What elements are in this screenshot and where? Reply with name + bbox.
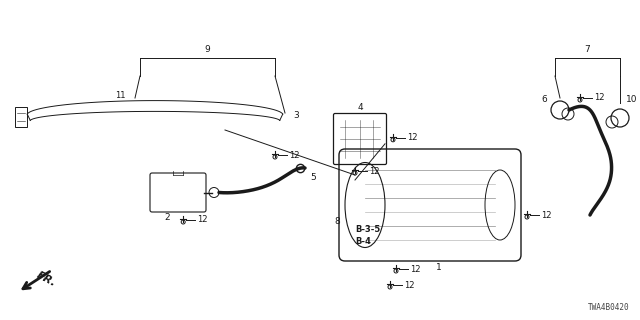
Text: TWA4B0420: TWA4B0420 — [588, 303, 630, 312]
Text: 12: 12 — [404, 281, 415, 290]
Text: 12: 12 — [407, 133, 417, 142]
Text: 6: 6 — [541, 95, 547, 105]
Text: B-4: B-4 — [355, 237, 371, 246]
Text: 2: 2 — [164, 213, 170, 222]
Text: 12: 12 — [289, 150, 300, 159]
Text: 3: 3 — [293, 111, 299, 121]
Text: 8: 8 — [334, 218, 340, 227]
Text: 12: 12 — [541, 211, 552, 220]
Text: 12: 12 — [594, 93, 605, 102]
Bar — [15, 107, 28, 127]
Text: 12: 12 — [410, 265, 420, 274]
Text: 11: 11 — [115, 92, 126, 100]
Text: 5: 5 — [310, 173, 316, 182]
Text: 10: 10 — [626, 95, 637, 105]
Text: 9: 9 — [205, 45, 211, 54]
Text: FR.: FR. — [35, 270, 58, 288]
Text: B-3-5: B-3-5 — [355, 226, 380, 235]
Text: 12: 12 — [197, 215, 208, 225]
Text: 7: 7 — [584, 45, 590, 54]
Text: 1: 1 — [436, 262, 442, 271]
Text: 4: 4 — [357, 102, 363, 111]
Text: 12: 12 — [369, 166, 380, 175]
